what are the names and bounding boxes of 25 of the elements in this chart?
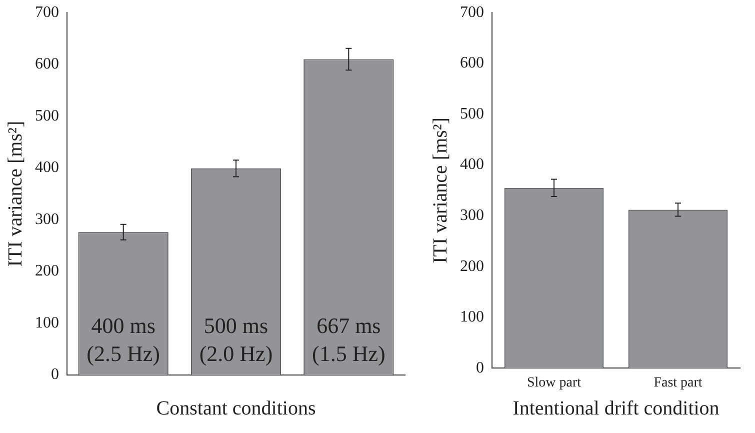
x-axis-title: Intentional drift condition	[512, 397, 720, 420]
x-tick-label: Slow part	[526, 375, 582, 390]
y-tick-label: 200	[460, 258, 484, 275]
y-tick-label: 400	[35, 159, 59, 176]
x-tick-label: 500 ms (2.0 Hz)	[199, 313, 273, 366]
y-tick-label: 300	[35, 210, 59, 228]
x-tick-label: 667 ms (1.5 Hz)	[312, 313, 386, 366]
y-tick-label: 600	[460, 54, 484, 72]
y-tick-label: 100	[460, 308, 484, 326]
y-tick-label: 500	[35, 107, 59, 124]
y-axis-title: ITI variance [ms²]	[429, 117, 452, 264]
y-tick-label: 300	[460, 207, 484, 224]
y-tick-label: 100	[35, 314, 59, 332]
y-axis-title: ITI variance [ms²]	[4, 120, 26, 267]
y-tick-label: 0	[476, 359, 484, 376]
x-tick-label: Fast part	[654, 375, 702, 390]
y-tick-label: 400	[460, 156, 484, 174]
y-tick-label: 200	[35, 262, 59, 280]
x-tick-label: 400 ms (2.5 Hz)	[86, 313, 160, 366]
y-tick-label: 700	[35, 4, 59, 21]
y-tick-label: 700	[460, 4, 484, 21]
y-tick-label: 600	[35, 56, 59, 73]
y-tick-label: 500	[460, 105, 484, 122]
x-axis-title: Constant conditions	[156, 397, 316, 420]
y-tick-label: 0	[51, 366, 59, 384]
